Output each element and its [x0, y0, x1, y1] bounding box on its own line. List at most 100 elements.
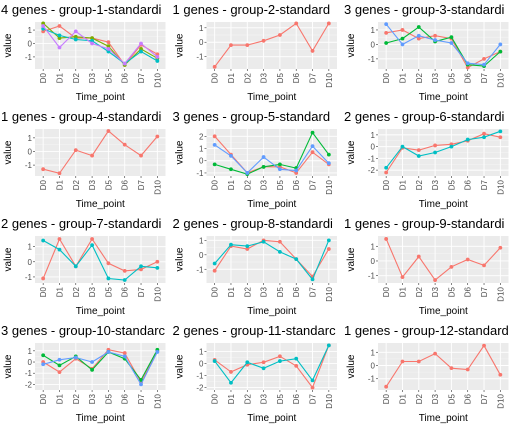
x-tick-label: D2 [72, 286, 81, 297]
data-point [245, 244, 250, 249]
series-line [385, 23, 501, 66]
data-point [465, 137, 470, 142]
series-line [43, 351, 158, 386]
x-axis-label: Time_point [76, 413, 125, 424]
data-point [278, 162, 282, 167]
data-point [310, 150, 315, 155]
data-point [261, 366, 266, 371]
data-point [90, 360, 94, 364]
data-point [278, 359, 282, 363]
y-tick-label: -1 [196, 372, 204, 381]
data-point [310, 378, 315, 383]
chart-title: 1 genes - group-4-standardi [1, 109, 162, 124]
x-axis-label: Time_point [419, 413, 468, 424]
data-point [294, 356, 299, 361]
chart-panel-3: 3 genes - group-3-standardi 1 0 -1 D0 D1 D2 D3 D… [344, 2, 509, 103]
data-point [139, 153, 143, 158]
x-tick-label: D0 [382, 286, 391, 297]
plot-panel [206, 22, 337, 69]
y-tick-label: 0 [199, 38, 204, 47]
x-tick-label: D2 [415, 286, 424, 297]
y-tick-label: 0 [199, 359, 204, 368]
y-tick-label: 0 [371, 362, 376, 371]
x-tick-label: D10 [325, 179, 334, 194]
data-point [139, 49, 143, 54]
x-tick-label: D3 [260, 179, 269, 190]
chart-panel-7: 2 genes - group-7-standardi 1 0 -1 D0 D1 D2 D3 D… [1, 216, 166, 317]
x-tick-label: D6 [121, 72, 130, 83]
data-point [106, 46, 111, 51]
data-point [498, 49, 503, 54]
data-point [416, 359, 421, 364]
chart-title: 1 genes - group-9-standardi [344, 216, 505, 231]
x-tick-label: D0 [39, 179, 48, 190]
data-point [106, 49, 111, 54]
x-tick-label: D7 [137, 72, 146, 83]
data-point [212, 134, 217, 139]
y-tick-label: 0 [199, 157, 204, 166]
data-point [433, 33, 437, 38]
x-tick-label: D6 [292, 286, 301, 297]
data-point [73, 148, 78, 153]
data-point [229, 380, 233, 385]
y-tick-label: -1 [196, 169, 204, 178]
data-point [122, 61, 127, 66]
data-point [294, 168, 299, 173]
data-point [400, 144, 405, 149]
data-point [384, 165, 389, 170]
x-tick-label: D5 [104, 179, 113, 190]
data-point [73, 355, 78, 360]
data-point [326, 343, 331, 348]
data-point [449, 264, 454, 269]
data-point [326, 161, 331, 166]
x-tick-label: D3 [88, 179, 97, 190]
x-tick-label: D2 [72, 179, 81, 190]
chart-title: 3 genes - group-5-standard [173, 109, 331, 124]
data-point [41, 21, 46, 26]
y-axis-label: value [175, 354, 186, 378]
data-point [278, 167, 282, 172]
chart-panel-6: 2 genes - group-6-standardi 1 0 -1 -2 D0 D1 D2 D… [344, 109, 509, 210]
data-point [122, 278, 127, 282]
x-tick-label: D5 [276, 393, 285, 404]
data-point [433, 278, 437, 282]
data-point [57, 247, 62, 252]
data-point [90, 36, 94, 41]
data-point [261, 360, 266, 365]
x-tick-label: D7 [480, 72, 489, 83]
x-tick-label: D6 [121, 393, 130, 404]
data-point [294, 257, 299, 262]
series-line [214, 345, 330, 389]
y-tick-label: -1 [25, 53, 33, 62]
data-point [416, 154, 421, 158]
data-point [400, 28, 405, 32]
y-tick-label: 1 [199, 236, 204, 245]
data-point [465, 61, 470, 66]
y-tick-label: -2 [368, 166, 376, 175]
data-point [498, 135, 503, 140]
x-tick-label: D2 [72, 393, 81, 404]
y-tick-label: 1 [199, 145, 204, 154]
data-point [57, 357, 62, 362]
data-point [90, 153, 94, 158]
x-tick-label: D7 [137, 179, 146, 190]
data-point [139, 264, 143, 269]
data-point [482, 263, 486, 268]
y-axis-label: value [346, 247, 357, 271]
x-tick-label: D0 [211, 286, 220, 297]
data-point [400, 275, 405, 280]
series-line [42, 237, 158, 279]
data-point [400, 359, 405, 364]
chart-panel-5: 3 genes - group-5-standard 2 1 0 -1 D0 D1 D2 D3 D… [173, 109, 337, 210]
y-axis-label: value [346, 354, 357, 378]
y-tick-label: 1 [371, 242, 376, 251]
data-point [212, 142, 217, 147]
data-point [229, 370, 233, 374]
x-tick-label: D5 [447, 393, 456, 404]
data-point [90, 38, 94, 43]
chart-panel-12: 1 genes - group-12-standard 1 0 -1 D0 D1 D2 D3 D… [344, 323, 509, 424]
data-point [41, 276, 46, 281]
data-point [212, 261, 217, 266]
y-tick-label: -1 [196, 265, 204, 274]
data-point [294, 363, 299, 368]
